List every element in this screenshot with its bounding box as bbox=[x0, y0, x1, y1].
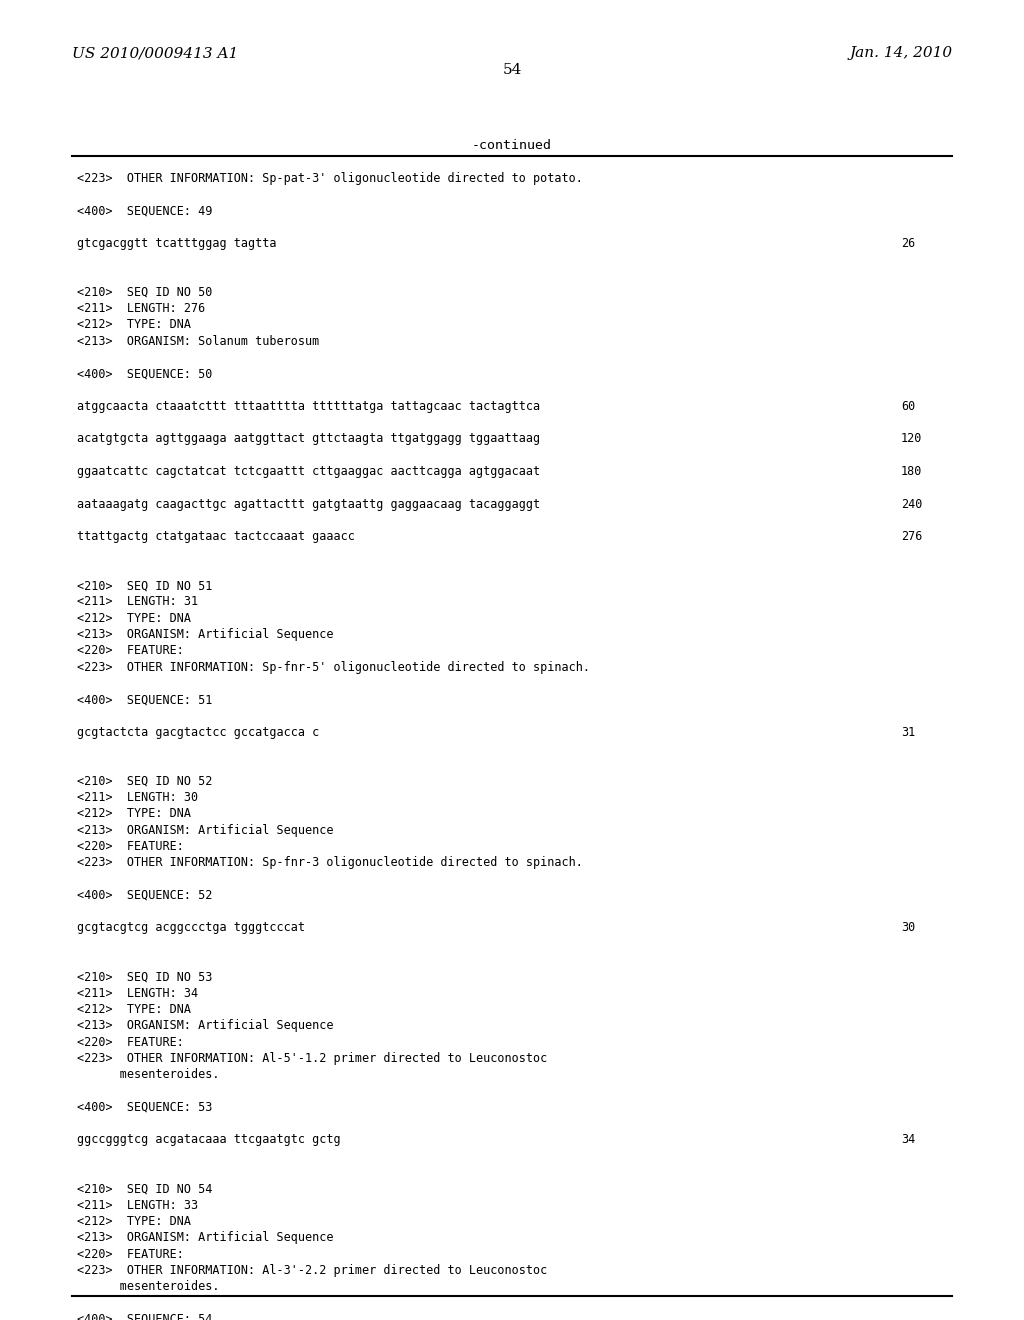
Text: 240: 240 bbox=[901, 498, 923, 511]
Text: <223>  OTHER INFORMATION: Al-5'-1.2 primer directed to Leuconostoc: <223> OTHER INFORMATION: Al-5'-1.2 prime… bbox=[77, 1052, 547, 1065]
Text: <210>  SEQ ID NO 50: <210> SEQ ID NO 50 bbox=[77, 285, 212, 298]
Text: ttattgactg ctatgataac tactccaaat gaaacc: ttattgactg ctatgataac tactccaaat gaaacc bbox=[77, 531, 354, 544]
Text: aataaagatg caagacttgc agattacttt gatgtaattg gaggaacaag tacaggaggt: aataaagatg caagacttgc agattacttt gatgtaa… bbox=[77, 498, 540, 511]
Text: <211>  LENGTH: 33: <211> LENGTH: 33 bbox=[77, 1199, 198, 1212]
Text: 54: 54 bbox=[503, 63, 521, 78]
Text: <223>  OTHER INFORMATION: Al-3'-2.2 primer directed to Leuconostoc: <223> OTHER INFORMATION: Al-3'-2.2 prime… bbox=[77, 1263, 547, 1276]
Text: <223>  OTHER INFORMATION: Sp-fnr-5' oligonucleotide directed to spinach.: <223> OTHER INFORMATION: Sp-fnr-5' oligo… bbox=[77, 660, 590, 673]
Text: 30: 30 bbox=[901, 921, 915, 935]
Text: <213>  ORGANISM: Artificial Sequence: <213> ORGANISM: Artificial Sequence bbox=[77, 1232, 333, 1245]
Text: <210>  SEQ ID NO 54: <210> SEQ ID NO 54 bbox=[77, 1183, 212, 1196]
Text: <213>  ORGANISM: Solanum tuberosum: <213> ORGANISM: Solanum tuberosum bbox=[77, 335, 319, 347]
Text: <400>  SEQUENCE: 50: <400> SEQUENCE: 50 bbox=[77, 367, 212, 380]
Text: <212>  TYPE: DNA: <212> TYPE: DNA bbox=[77, 1003, 190, 1016]
Text: 276: 276 bbox=[901, 531, 923, 544]
Text: 34: 34 bbox=[901, 1134, 915, 1146]
Text: gtcgacggtt tcatttggag tagtta: gtcgacggtt tcatttggag tagtta bbox=[77, 236, 276, 249]
Text: <212>  TYPE: DNA: <212> TYPE: DNA bbox=[77, 808, 190, 820]
Text: <210>  SEQ ID NO 53: <210> SEQ ID NO 53 bbox=[77, 970, 212, 983]
Text: mesenteroides.: mesenteroides. bbox=[77, 1068, 219, 1081]
Text: gcgtactcta gacgtactcc gccatgacca c: gcgtactcta gacgtactcc gccatgacca c bbox=[77, 726, 319, 739]
Text: <223>  OTHER INFORMATION: Sp-pat-3' oligonucleotide directed to potato.: <223> OTHER INFORMATION: Sp-pat-3' oligo… bbox=[77, 172, 583, 185]
Text: 120: 120 bbox=[901, 433, 923, 445]
Text: atggcaacta ctaaatcttt tttaatttta ttttttatga tattagcaac tactagttca: atggcaacta ctaaatcttt tttaatttta tttttta… bbox=[77, 400, 540, 413]
Text: <212>  TYPE: DNA: <212> TYPE: DNA bbox=[77, 318, 190, 331]
Text: <211>  LENGTH: 31: <211> LENGTH: 31 bbox=[77, 595, 198, 609]
Text: ggaatcattc cagctatcat tctcgaattt cttgaaggac aacttcagga agtggacaat: ggaatcattc cagctatcat tctcgaattt cttgaag… bbox=[77, 465, 540, 478]
Text: <400>  SEQUENCE: 53: <400> SEQUENCE: 53 bbox=[77, 1101, 212, 1114]
Text: 180: 180 bbox=[901, 465, 923, 478]
Text: <210>  SEQ ID NO 51: <210> SEQ ID NO 51 bbox=[77, 579, 212, 593]
Text: <213>  ORGANISM: Artificial Sequence: <213> ORGANISM: Artificial Sequence bbox=[77, 824, 333, 837]
Text: <400>  SEQUENCE: 54: <400> SEQUENCE: 54 bbox=[77, 1312, 212, 1320]
Text: -continued: -continued bbox=[472, 139, 552, 152]
Text: acatgtgcta agttggaaga aatggttact gttctaagta ttgatggagg tggaattaag: acatgtgcta agttggaaga aatggttact gttctaa… bbox=[77, 433, 540, 445]
Text: <220>  FEATURE:: <220> FEATURE: bbox=[77, 644, 183, 657]
Text: <211>  LENGTH: 30: <211> LENGTH: 30 bbox=[77, 791, 198, 804]
Text: ggccgggtcg acgatacaaa ttcgaatgtc gctg: ggccgggtcg acgatacaaa ttcgaatgtc gctg bbox=[77, 1134, 340, 1146]
Text: <213>  ORGANISM: Artificial Sequence: <213> ORGANISM: Artificial Sequence bbox=[77, 1019, 333, 1032]
Text: US 2010/0009413 A1: US 2010/0009413 A1 bbox=[72, 46, 238, 61]
Text: <212>  TYPE: DNA: <212> TYPE: DNA bbox=[77, 1214, 190, 1228]
Text: <210>  SEQ ID NO 52: <210> SEQ ID NO 52 bbox=[77, 775, 212, 788]
Text: <220>  FEATURE:: <220> FEATURE: bbox=[77, 1247, 183, 1261]
Text: <211>  LENGTH: 34: <211> LENGTH: 34 bbox=[77, 986, 198, 999]
Text: <211>  LENGTH: 276: <211> LENGTH: 276 bbox=[77, 302, 205, 315]
Text: Jan. 14, 2010: Jan. 14, 2010 bbox=[849, 46, 952, 61]
Text: 26: 26 bbox=[901, 236, 915, 249]
Text: <220>  FEATURE:: <220> FEATURE: bbox=[77, 840, 183, 853]
Text: 31: 31 bbox=[901, 726, 915, 739]
Text: <400>  SEQUENCE: 52: <400> SEQUENCE: 52 bbox=[77, 888, 212, 902]
Text: <400>  SEQUENCE: 51: <400> SEQUENCE: 51 bbox=[77, 693, 212, 706]
Text: <223>  OTHER INFORMATION: Sp-fnr-3 oligonucleotide directed to spinach.: <223> OTHER INFORMATION: Sp-fnr-3 oligon… bbox=[77, 857, 583, 870]
Text: <212>  TYPE: DNA: <212> TYPE: DNA bbox=[77, 611, 190, 624]
Text: mesenteroides.: mesenteroides. bbox=[77, 1280, 219, 1294]
Text: <400>  SEQUENCE: 49: <400> SEQUENCE: 49 bbox=[77, 205, 212, 218]
Text: 60: 60 bbox=[901, 400, 915, 413]
Text: <213>  ORGANISM: Artificial Sequence: <213> ORGANISM: Artificial Sequence bbox=[77, 628, 333, 642]
Text: gcgtacgtcg acggccctga tgggtcccat: gcgtacgtcg acggccctga tgggtcccat bbox=[77, 921, 305, 935]
Text: <220>  FEATURE:: <220> FEATURE: bbox=[77, 1036, 183, 1048]
